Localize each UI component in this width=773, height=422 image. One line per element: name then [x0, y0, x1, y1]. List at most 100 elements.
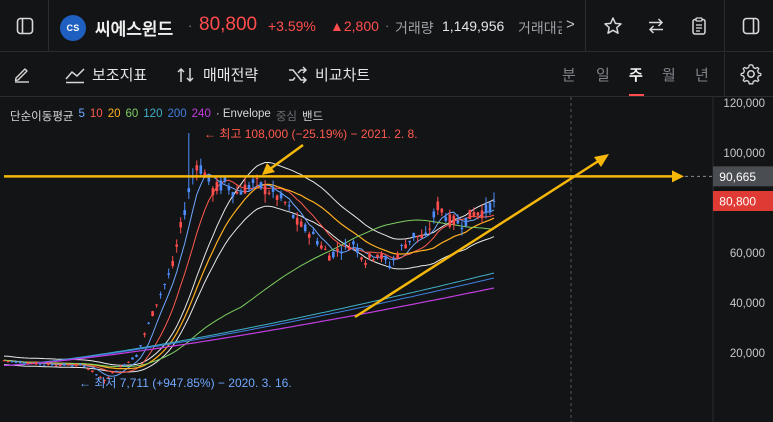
- candle: [235, 184, 239, 195]
- candle: [227, 182, 231, 195]
- volume-value: 1,149,956: [442, 18, 505, 34]
- envelope-label: · Envelope: [215, 108, 271, 120]
- period-minute[interactable]: 분: [562, 67, 576, 84]
- divider: [724, 53, 725, 97]
- divider: [585, 0, 586, 52]
- candle: [18, 360, 22, 364]
- candle: [324, 245, 327, 251]
- y-tick-label: 60,000: [730, 248, 765, 260]
- period-day[interactable]: 일: [596, 67, 610, 84]
- candle: [384, 255, 387, 264]
- candle: [143, 332, 146, 338]
- swap-icon[interactable]: [637, 0, 675, 52]
- candle: [368, 253, 371, 260]
- compare-button[interactable]: 비교차트: [287, 64, 370, 85]
- candle: [440, 208, 444, 217]
- candle: [352, 239, 355, 251]
- period-week[interactable]: 주: [629, 67, 643, 84]
- ma-period-5: 5: [78, 108, 85, 120]
- ma-line-60: [3, 219, 495, 368]
- candle: [340, 246, 343, 260]
- trade-amount-label: 거래대금: [518, 20, 562, 36]
- level-arrowhead: [672, 170, 684, 183]
- candle: [283, 201, 287, 206]
- candle: [372, 258, 375, 262]
- right-panel-toggle-icon[interactable]: [732, 0, 770, 52]
- strategy-arrows-icon: [177, 67, 194, 82]
- candle: [348, 242, 351, 251]
- current-price: 80,800: [199, 14, 258, 35]
- candle: [147, 321, 150, 325]
- indicators-button[interactable]: 보조지표: [64, 64, 147, 85]
- pointer-arrow[interactable]: [269, 143, 304, 171]
- candle: [444, 213, 448, 223]
- star-icon[interactable]: [594, 0, 632, 52]
- indicator-legend: 단순이동평균 5 10 20 60 120 200 240 · Envelope 중심 밴드: [10, 108, 323, 124]
- candle: [99, 376, 102, 379]
- y-tick-label: 100,000: [723, 148, 765, 160]
- strategy-button[interactable]: 매매전략: [175, 64, 258, 85]
- candle: [392, 255, 395, 266]
- candle: [336, 242, 339, 257]
- candle: [380, 251, 383, 263]
- compare-label: 비교차트: [315, 67, 371, 84]
- candle: [135, 354, 138, 358]
- clipboard-icon[interactable]: [680, 0, 718, 52]
- candle: [171, 255, 174, 269]
- candle: [67, 363, 70, 366]
- candle: [468, 209, 472, 220]
- candle: [416, 235, 419, 243]
- candle: [408, 240, 411, 246]
- candle: [91, 370, 94, 373]
- volume-label: 거래량: [395, 20, 434, 36]
- envelope-upper-band: [3, 162, 495, 366]
- candle: [247, 181, 251, 191]
- candle: [412, 232, 415, 242]
- candle: [199, 158, 203, 176]
- trend-arrow[interactable]: [354, 158, 601, 319]
- candle: [328, 252, 331, 261]
- shuffle-icon: [289, 65, 308, 84]
- candle: [87, 367, 90, 371]
- period-year[interactable]: 년: [695, 67, 709, 84]
- candle: [139, 345, 142, 348]
- level-price-text: 90,665: [719, 170, 756, 184]
- candle: [10, 360, 14, 363]
- candle: [219, 177, 223, 195]
- chevron-right-icon[interactable]: >: [566, 16, 575, 33]
- pointer-arrowhead: [262, 163, 275, 175]
- candle: [211, 186, 215, 202]
- candle: [360, 256, 363, 262]
- candle: [50, 363, 54, 366]
- candle: [83, 364, 86, 368]
- period-month[interactable]: 월: [662, 67, 676, 84]
- candle: [299, 218, 303, 228]
- candle: [259, 181, 263, 190]
- candle: [271, 180, 275, 199]
- left-panel-toggle-icon[interactable]: [6, 0, 44, 52]
- ma-period-200: 200: [167, 108, 187, 120]
- y-tick-label: 120,000: [723, 98, 765, 110]
- candle: [75, 363, 78, 368]
- candle: [95, 374, 98, 376]
- drawing-tool-icon[interactable]: [12, 63, 32, 83]
- candle: [6, 360, 10, 363]
- candle: [231, 191, 235, 204]
- candle: [316, 237, 319, 247]
- candle: [295, 212, 299, 232]
- current-price-tag: [713, 191, 773, 211]
- candle: [448, 209, 452, 229]
- stock-name[interactable]: 씨에스윈드: [95, 20, 174, 39]
- candle: [79, 363, 82, 366]
- candle: [14, 360, 18, 364]
- candle: [58, 363, 62, 367]
- candle: [183, 202, 186, 220]
- candle: [332, 251, 335, 260]
- candle: [388, 261, 391, 270]
- settings-gear-icon[interactable]: [740, 63, 762, 85]
- candle: [103, 379, 106, 384]
- candle: [312, 228, 315, 235]
- top-bar: CS 씨에스윈드 · 80,800 +3.59% ▲2,800 · 거래량 1,…: [0, 0, 773, 52]
- ma-period-120: 120: [143, 108, 163, 120]
